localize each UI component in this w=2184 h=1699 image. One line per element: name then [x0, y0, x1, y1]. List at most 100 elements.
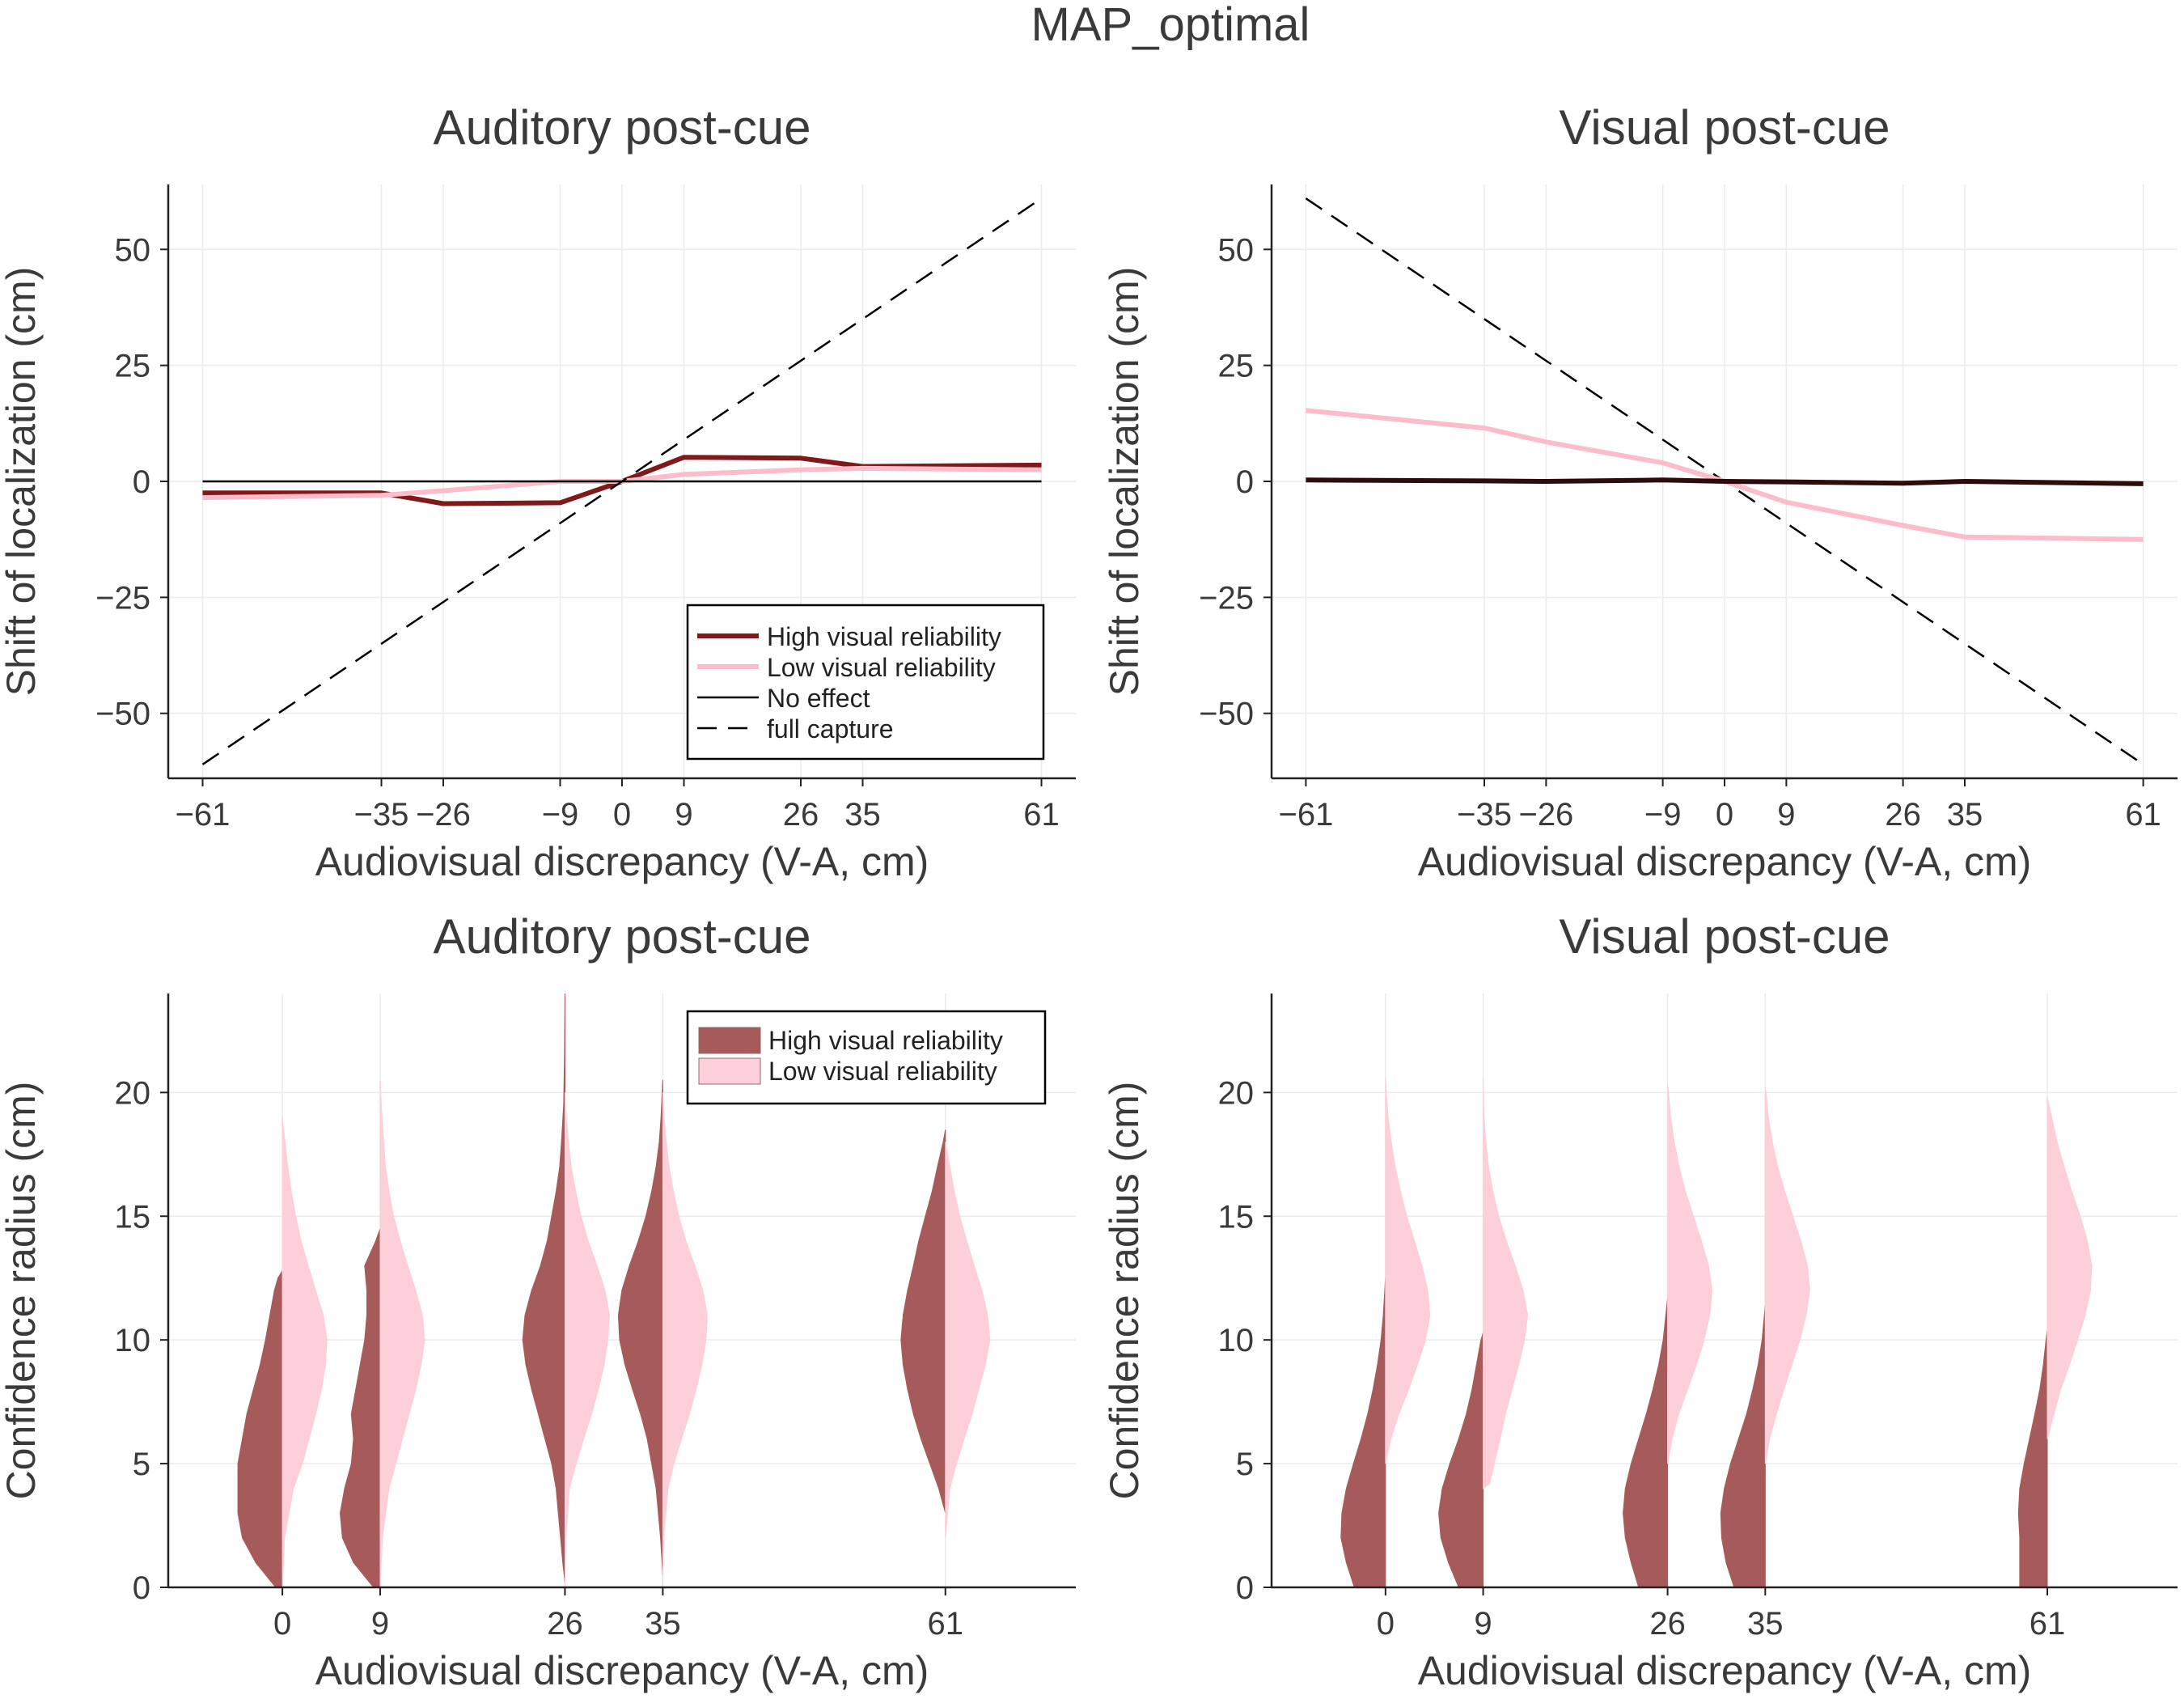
legend-label: High visual reliability	[768, 1026, 1003, 1055]
x-tick-label: 0	[1716, 797, 1733, 833]
y-tick-label: −50	[95, 697, 150, 732]
auditory-shift-panel: −61 −35 −26 −9 0 9 26 35 61 −50 −25 0 25 50 Auditory p…	[0, 100, 1076, 884]
x-tick-label: 0	[273, 1606, 291, 1642]
y-tick-label: 50	[1218, 232, 1255, 268]
legend-box	[686, 604, 1045, 761]
violin-half-right-x35	[1764, 1087, 1810, 1464]
y-tick-label: 50	[115, 232, 151, 268]
violin-half-left-x0	[1340, 1277, 1386, 1587]
x-tick-label: 35	[645, 1606, 681, 1642]
x-tick-label: 26	[547, 1606, 583, 1642]
x-tick-label: 9	[371, 1606, 389, 1642]
y-tick-label: 20	[1218, 1075, 1255, 1111]
violin-half-left-x9	[339, 1228, 381, 1587]
legend-swatch	[698, 1027, 761, 1054]
violin-half-right-x9	[379, 1079, 425, 1587]
x-tick-group: −61 −35 −26 −9 0 9 26 35 61	[1278, 778, 2161, 833]
x-tick-label: −61	[176, 797, 231, 833]
x-tick-group: −61 −35 −26 −9 0 9 26 35 61	[176, 778, 1060, 833]
y-tick-label: 25	[1218, 349, 1255, 384]
x-tick-label: 35	[844, 797, 881, 833]
violin-half-right-x61	[945, 1142, 991, 1538]
visual-shift-panel: −61 −35 −26 −9 0 9 26 35 61 −50 −25 0 25 50 Visual pos…	[1102, 100, 2178, 884]
y-axis-label: Confidence radius (cm)	[0, 1082, 44, 1500]
violin-half-right-x61	[2046, 1097, 2093, 1439]
y-tick-group: −50 −25 0 25 50	[95, 232, 168, 732]
series-line-series-2	[1306, 477, 2144, 486]
y-tick-label: 10	[115, 1323, 151, 1358]
x-tick-label: 61	[2125, 797, 2161, 833]
x-tick-label: 9	[1474, 1606, 1492, 1642]
legend-label: No effect	[767, 684, 870, 713]
auditory-confidence-plot-area	[237, 994, 991, 1587]
x-tick-label: 26	[783, 797, 819, 833]
violin-half-left-x26	[1623, 1298, 1669, 1587]
x-tick-label: −35	[1457, 797, 1512, 833]
legend-label: Low visual reliability	[768, 1057, 997, 1086]
x-tick-label: −9	[1644, 797, 1682, 833]
x-tick-label: 61	[928, 1606, 964, 1642]
figure-suptitle: MAP_optimal	[1031, 0, 1310, 51]
x-tick-label: 35	[1747, 1606, 1784, 1642]
x-tick-label: −26	[1518, 797, 1573, 833]
legend-label: full capture	[767, 714, 894, 744]
x-axis-label: Audiovisual discrepancy (V-A, cm)	[1418, 839, 2032, 884]
x-axis-label: Audiovisual discrepancy (V-A, cm)	[1418, 1648, 2032, 1693]
y-tick-label: 0	[1236, 464, 1254, 500]
y-tick-label: 25	[115, 349, 151, 384]
violin-half-right-x26	[1667, 1085, 1713, 1464]
y-tick-label: 15	[1218, 1199, 1255, 1235]
y-tick-label: 15	[115, 1199, 151, 1235]
violin-half-left-x9	[1438, 1332, 1484, 1587]
x-tick-label: 0	[1377, 1606, 1395, 1642]
violin-half-right-x0	[1385, 1077, 1431, 1464]
x-tick-label: 35	[1947, 797, 1983, 833]
x-tick-label: 61	[2030, 1606, 2066, 1642]
y-axis-label: Shift of localization (cm)	[0, 267, 44, 697]
y-tick-label: 0	[133, 1570, 150, 1606]
y-tick-label: 0	[1236, 1570, 1254, 1606]
auditory-confidence-panel: 0 9 26 35 61 0 5 10 15 20 Auditory post-cue Audiovi…	[0, 909, 1076, 1693]
y-tick-group: −50 −25 0 25 50	[1199, 232, 1272, 732]
y-tick-label: 0	[133, 464, 150, 500]
x-tick-label: −9	[542, 797, 579, 833]
series-line-full-capture	[201, 197, 1043, 765]
x-tick-label: 0	[613, 797, 631, 833]
legend-swatch	[698, 1057, 761, 1085]
y-tick-label: −50	[1199, 697, 1254, 732]
y-axis-label: Confidence radius (cm)	[1102, 1082, 1147, 1500]
legend-box	[686, 1010, 1047, 1105]
y-tick-label: −25	[1199, 580, 1254, 616]
panel-title: Auditory post-cue	[434, 909, 811, 964]
legend-label: Low visual reliability	[767, 653, 996, 682]
x-tick-label: 26	[1885, 797, 1921, 833]
y-tick-group: 0 5 10 15 20	[1218, 1075, 1272, 1606]
visual-confidence-panel: 0 9 26 35 61 0 5 10 15 20 Visual post-cue Audiovisu…	[1102, 909, 2178, 1693]
violin-half-left-x35	[617, 1079, 663, 1575]
x-tick-group: 0 9 26 35 61	[1377, 1587, 2066, 1642]
x-tick-label: 9	[675, 797, 692, 833]
violin-half-left-x35	[1720, 1305, 1766, 1587]
auditory-shift-plot-area	[201, 197, 1043, 765]
x-tick-label: 26	[1649, 1606, 1686, 1642]
x-tick-label: −26	[416, 797, 471, 833]
x-tick-group: 0 9 26 35 61	[273, 1587, 963, 1642]
x-tick-label: 61	[1023, 797, 1060, 833]
violin-half-left-x61	[900, 1129, 946, 1514]
violin-half-right-x9	[1483, 1077, 1529, 1489]
legend-label: High visual reliability	[767, 622, 1001, 651]
panel-title: Visual post-cue	[1559, 100, 1890, 155]
y-tick-label: 5	[133, 1447, 150, 1482]
x-tick-label: 9	[1777, 797, 1795, 833]
y-axis-label: Shift of localization (cm)	[1102, 267, 1147, 697]
visual-confidence-plot-area	[1340, 1077, 2093, 1587]
y-tick-label: −25	[95, 580, 150, 616]
violin-half-right-x0	[281, 1116, 328, 1587]
x-tick-label: −61	[1278, 797, 1333, 833]
violin-half-left-x0	[237, 1269, 283, 1587]
violin-half-right-x26	[565, 1092, 611, 1587]
panel-title: Visual post-cue	[1559, 909, 1890, 964]
x-axis-label: Audiovisual discrepancy (V-A, cm)	[315, 839, 929, 884]
